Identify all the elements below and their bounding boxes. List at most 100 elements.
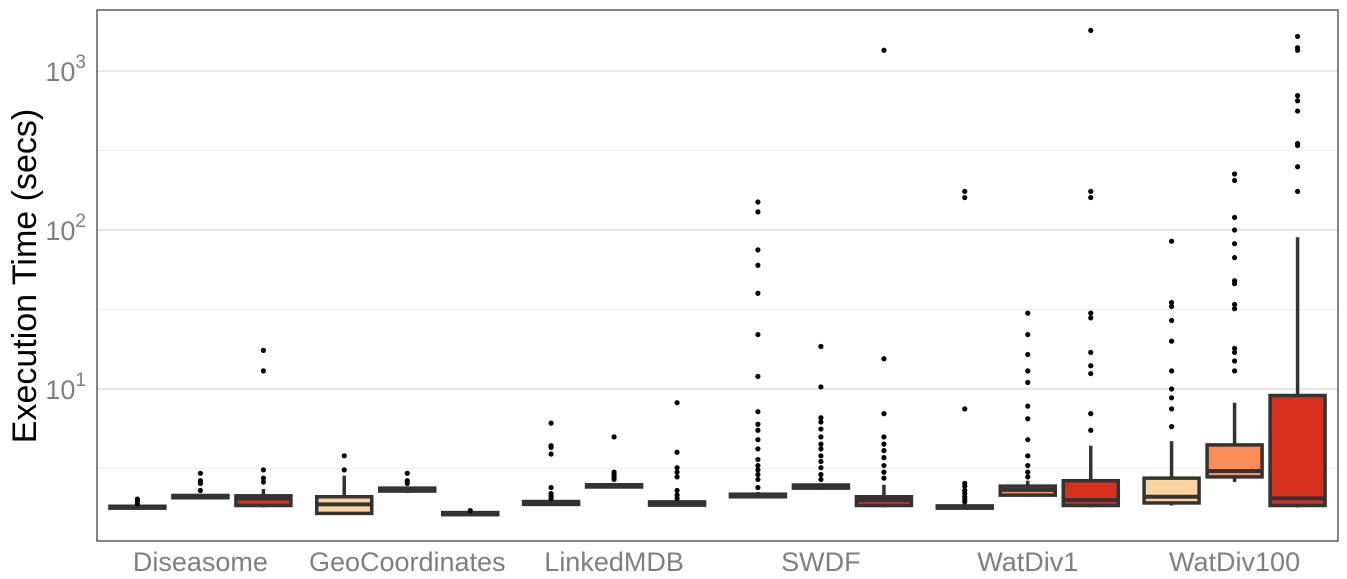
outlier-point [548, 443, 554, 449]
outlier-point [1168, 406, 1175, 412]
outlier-point [962, 188, 968, 194]
outlier-point [755, 456, 761, 463]
outlier-point [755, 471, 761, 478]
outlier-point [674, 469, 680, 475]
outlier-point [1025, 310, 1031, 316]
y-tick-label: 102 [45, 211, 86, 246]
outlier-point [1088, 427, 1094, 433]
x-tick-label: SWDF [781, 547, 860, 577]
outlier-point [674, 474, 680, 480]
outlier-point [1088, 27, 1094, 34]
outlier-point [260, 479, 267, 485]
outlier-point [881, 434, 887, 440]
outlier-point [611, 434, 617, 440]
outlier-point [1231, 171, 1238, 177]
outlier-point [674, 400, 680, 406]
outlier-point [755, 373, 761, 380]
outlier-point [818, 441, 824, 447]
outlier-point [1025, 331, 1031, 338]
outlier-point [260, 368, 267, 374]
box-body [234, 494, 293, 508]
outlier-point [260, 475, 267, 481]
outlier-point [134, 496, 141, 502]
outlier-point [404, 478, 410, 484]
outlier-point [674, 465, 680, 471]
outlier-point [818, 453, 824, 459]
x-tick-label: LinkedMDB [544, 547, 684, 577]
outlier-point [755, 409, 761, 415]
outlier-point [962, 487, 968, 494]
outlier-point [1294, 33, 1301, 40]
outlier-point [1088, 194, 1094, 201]
outlier-point [755, 467, 761, 473]
outlier-point [755, 446, 761, 452]
outlier-point [1088, 363, 1094, 369]
plot-panel-border [96, 9, 1339, 542]
outlier-point [881, 475, 887, 481]
grid-lines [97, 70, 1338, 469]
box-group [728, 47, 914, 508]
outlier-point [404, 470, 410, 476]
outlier-point [1294, 164, 1301, 170]
outlier-point [881, 455, 887, 461]
outlier-point [881, 469, 887, 475]
outlier-point [881, 462, 887, 469]
box-group [108, 347, 293, 510]
outlier-point [341, 453, 347, 459]
outlier-point [674, 492, 680, 498]
outlier-point [548, 484, 554, 491]
y-tick-labels: 101 102 103 [45, 52, 86, 405]
outlier-point [1168, 303, 1175, 310]
outlier-point [1231, 177, 1238, 184]
y-axis-label: Execution Time (secs) [6, 109, 44, 443]
outlier-point [1294, 45, 1301, 51]
outlier-point [548, 451, 554, 457]
box-group [935, 27, 1120, 510]
outlier-point [818, 476, 824, 483]
outlier-point [1088, 370, 1094, 377]
outlier-point [962, 194, 968, 201]
box-body [1142, 476, 1201, 505]
outlier-point [1294, 188, 1301, 194]
outlier-point [674, 449, 680, 455]
outlier-point [818, 419, 824, 425]
outlier-point [755, 290, 761, 296]
x-tick-label: WatDiv1 [977, 547, 1078, 577]
outlier-point [1168, 338, 1175, 344]
x-tick-labels: Diseasome GeoCoordinates LinkedMDB SWDF WatD… [133, 547, 1300, 577]
outlier-point [1025, 437, 1031, 443]
outlier-point [548, 490, 554, 497]
outlier-point [1088, 411, 1094, 417]
outlier-point [755, 421, 761, 427]
outlier-point [755, 437, 761, 443]
outlier-point [1025, 351, 1031, 358]
outlier-point [818, 384, 824, 390]
outlier-point [755, 247, 761, 253]
outlier-point [1231, 345, 1238, 352]
outlier-point [755, 262, 761, 268]
outlier-point [1025, 453, 1031, 459]
outlier-point [755, 331, 761, 338]
outlier-point [818, 446, 824, 452]
outlier-point [881, 447, 887, 454]
outlier-point [1088, 188, 1094, 194]
outlier-point [674, 487, 680, 494]
outlier-point [197, 470, 204, 476]
outlier-point [1294, 108, 1301, 114]
outlier-point [1231, 349, 1238, 355]
outlier-point [1168, 317, 1175, 324]
outlier-point [881, 441, 887, 447]
outlier-point [611, 469, 617, 475]
outlier-point [1294, 93, 1301, 99]
y-tick-label: 101 [45, 370, 86, 405]
outlier-point [755, 209, 761, 215]
outlier-point [818, 471, 824, 478]
outlier-point [1231, 368, 1238, 374]
outlier-point [1025, 416, 1031, 422]
outlier-point [818, 415, 824, 421]
y-tick-label: 103 [45, 52, 86, 87]
outlier-point [1168, 299, 1175, 306]
outlier-point [1025, 368, 1031, 374]
outlier-point [1168, 368, 1175, 374]
outlier-point [1168, 424, 1175, 430]
